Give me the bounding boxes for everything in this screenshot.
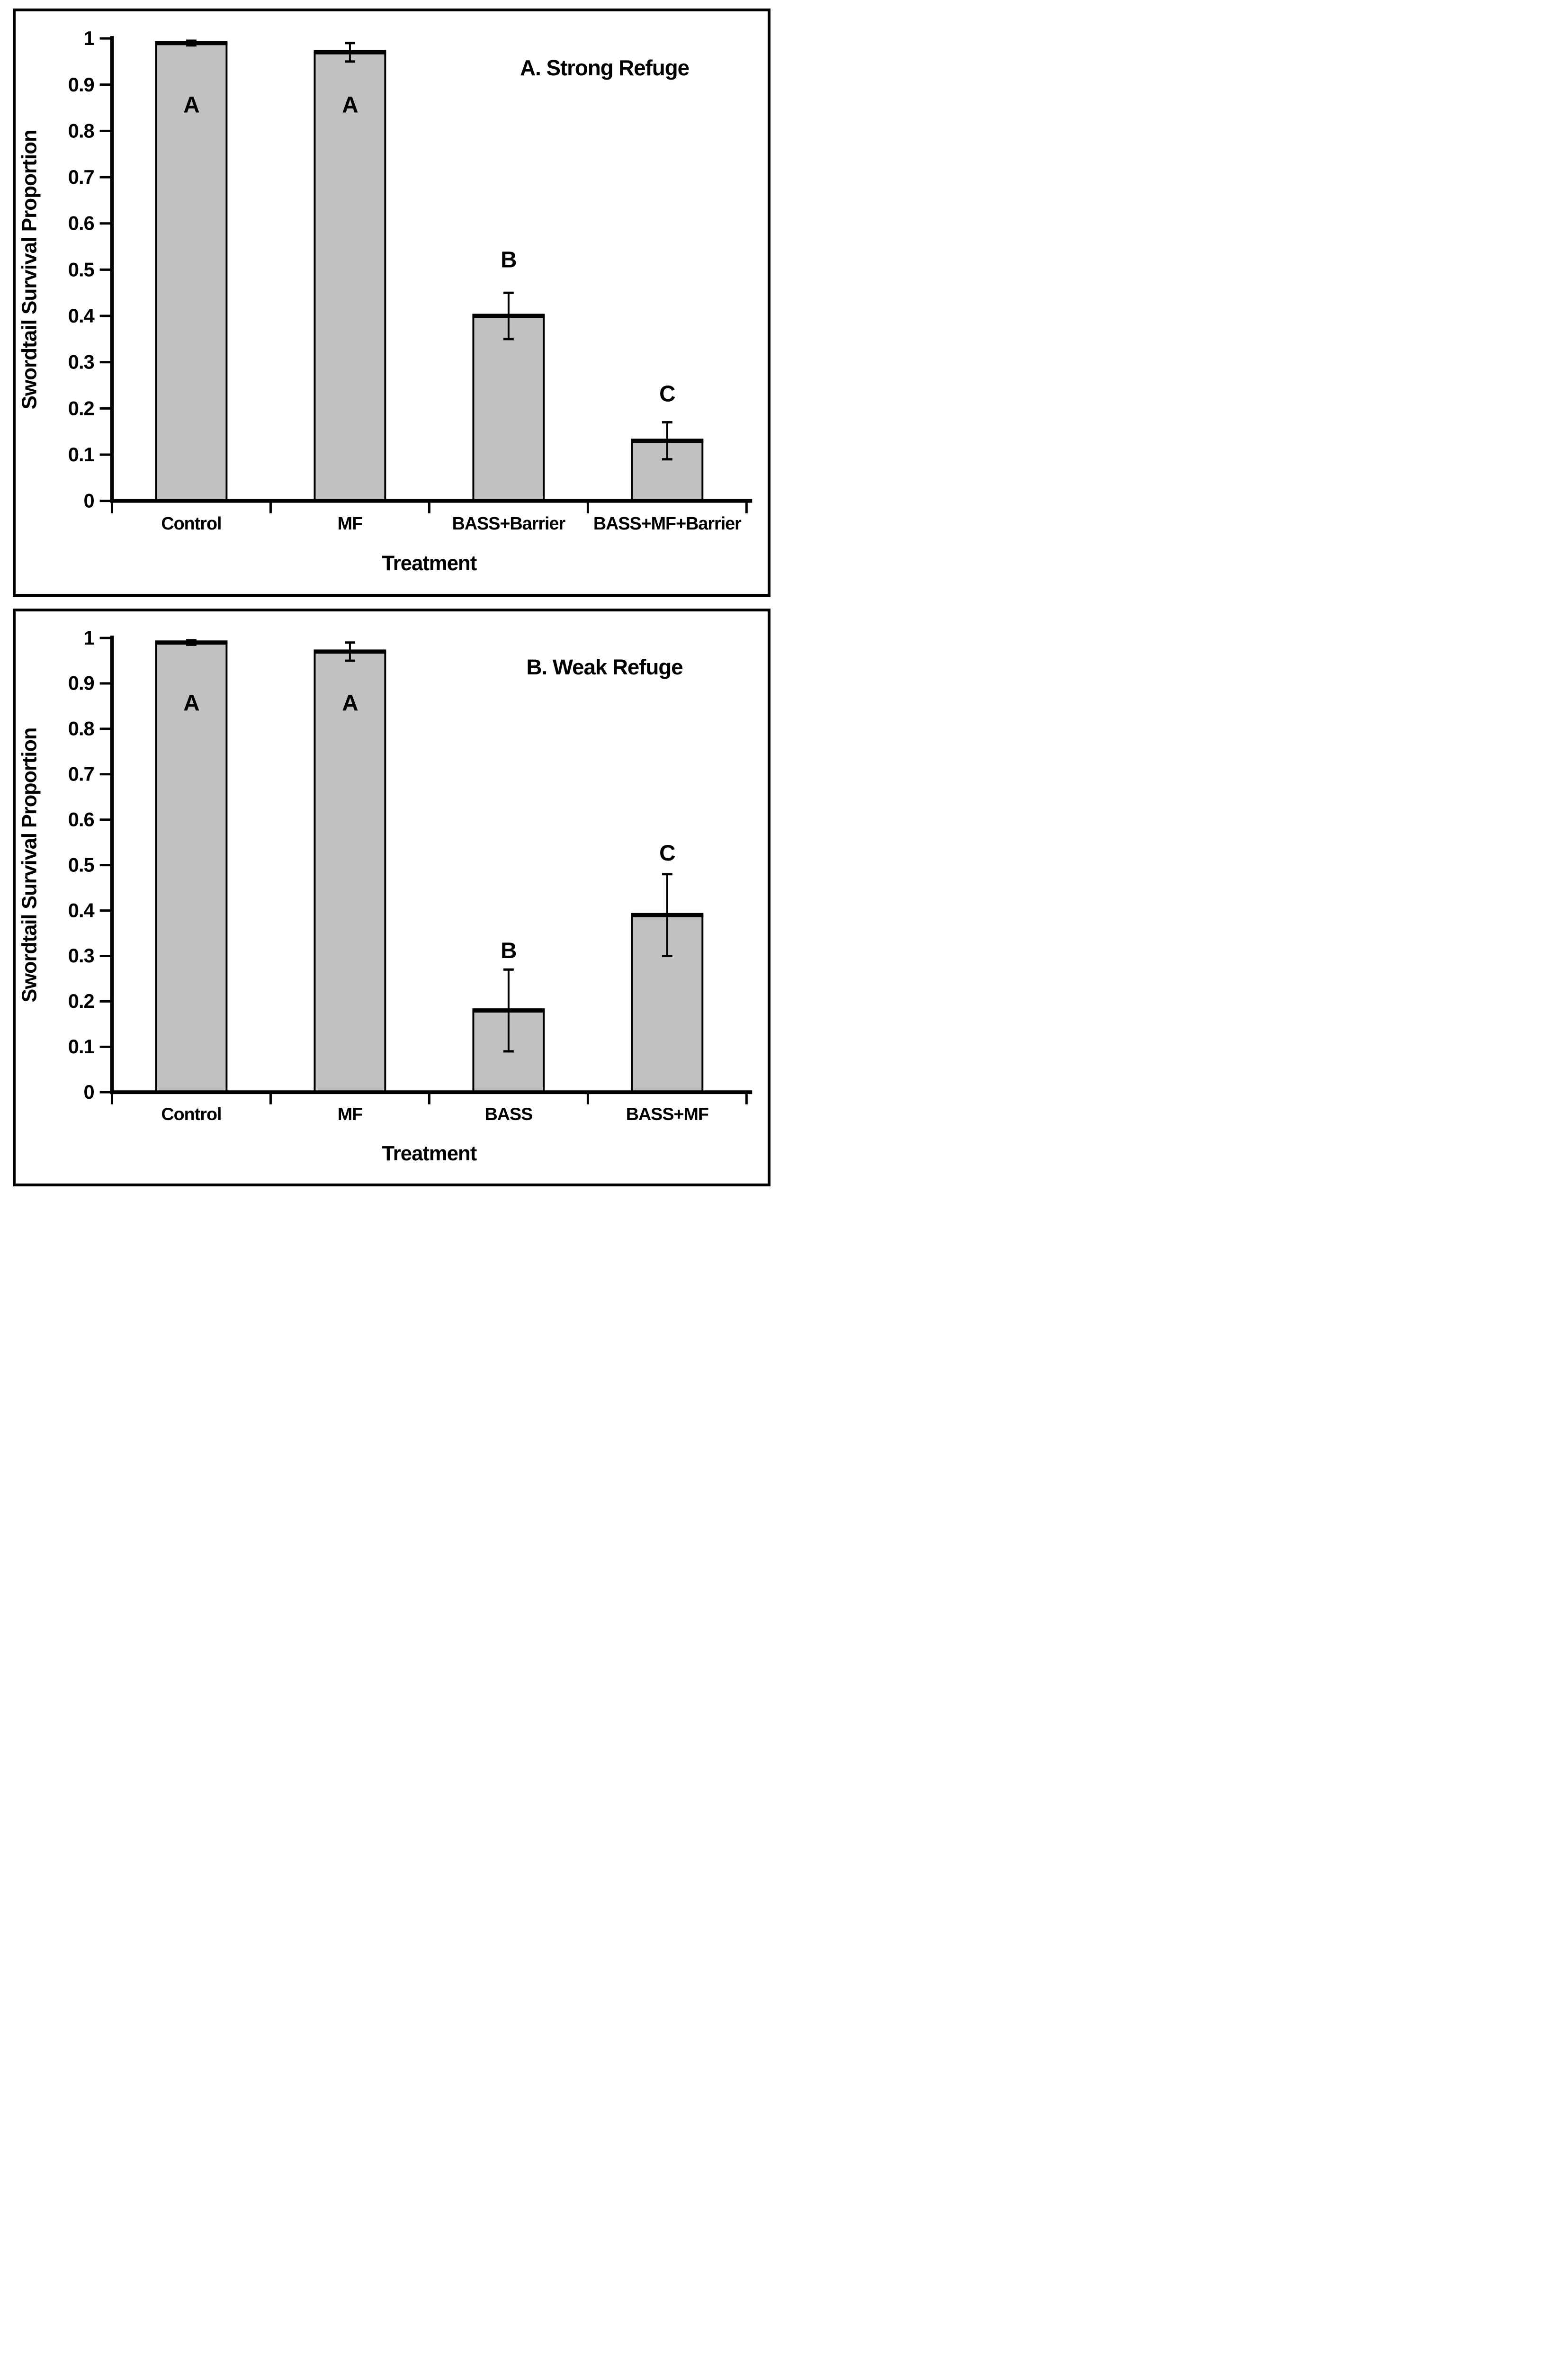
panel-label: A. Strong Refuge bbox=[520, 55, 689, 80]
y-tick-label: 0.3 bbox=[68, 351, 94, 373]
x-category-label: MF bbox=[338, 1104, 363, 1124]
sig-letter: C bbox=[659, 841, 675, 866]
y-tick-label: 0.9 bbox=[68, 73, 94, 96]
y-tick-label: 0.1 bbox=[68, 1035, 94, 1058]
x-category-label: BASS+MF bbox=[626, 1104, 708, 1124]
x-axis-title: Treatment bbox=[382, 1142, 477, 1165]
sig-letter: A bbox=[342, 691, 358, 716]
y-tick-label: 0 bbox=[84, 490, 94, 512]
y-tick-label: 0.5 bbox=[68, 258, 95, 280]
y-tick-label: 0.1 bbox=[68, 443, 95, 466]
y-tick-label: 0.5 bbox=[68, 854, 94, 876]
sig-letter: A bbox=[183, 691, 199, 716]
y-tick-label: 0.4 bbox=[68, 899, 95, 921]
y-tick-label: 0.6 bbox=[68, 808, 94, 831]
bar-MF bbox=[314, 650, 386, 1094]
y-axis-title: Swordtail Survival Proportion bbox=[18, 130, 41, 409]
x-category-label: MF bbox=[338, 514, 362, 534]
sig-letter: B bbox=[501, 247, 516, 272]
figure: 0 0.1 0.2 0.3 0.4 0.5 0.6 0.7 0.8 0.9 1 A Control A MF… bbox=[0, 0, 784, 1195]
y-tick-label: 1 bbox=[84, 27, 95, 49]
x-category-label: Control bbox=[161, 514, 221, 534]
bar-chart-strong-refuge: 0 0.1 0.2 0.3 0.4 0.5 0.6 0.7 0.8 0.9 1 A Control A MF… bbox=[18, 27, 753, 575]
y-tick-label: 1 bbox=[84, 627, 94, 649]
x-category-label: BASS+Barrier bbox=[452, 514, 566, 534]
y-axis-title: Swordtail Survival Proportion bbox=[18, 728, 41, 1003]
sig-letter: A bbox=[342, 92, 358, 117]
y-tick-label: 0.7 bbox=[68, 166, 94, 188]
bar-Control bbox=[155, 42, 228, 502]
x-axis-title: Treatment bbox=[382, 552, 477, 575]
y-tick-label: 0.2 bbox=[68, 397, 94, 419]
y-tick-label: 0.6 bbox=[68, 212, 94, 234]
sig-letter: B bbox=[501, 938, 516, 963]
sig-letter: A bbox=[183, 92, 199, 117]
bar-MF bbox=[314, 51, 386, 502]
x-category-label: BASS bbox=[484, 1104, 532, 1124]
y-tick-label: 0.2 bbox=[68, 990, 94, 1012]
bar-chart-weak-refuge: 0 0.1 0.2 0.3 0.4 0.5 0.6 0.7 0.8 0.9 1 A Control A MF… bbox=[18, 627, 753, 1165]
x-category-label: BASS+MF+Barrier bbox=[593, 514, 742, 534]
y-tick-label: 0.7 bbox=[68, 763, 94, 785]
y-tick-label: 0.4 bbox=[68, 305, 95, 327]
y-tick-label: 0.8 bbox=[68, 119, 94, 142]
y-tick-label: 0.3 bbox=[68, 944, 94, 967]
bar-BASS+Barrier bbox=[472, 315, 545, 502]
y-tick-label: 0 bbox=[84, 1081, 94, 1103]
y-tick-label: 0.9 bbox=[68, 672, 94, 694]
panel-weak-refuge: 0 0.1 0.2 0.3 0.4 0.5 0.6 0.7 0.8 0.9 1 A Control A MF… bbox=[13, 609, 771, 1186]
panel-label: B. Weak Refuge bbox=[527, 655, 683, 679]
y-tick-label: 0.8 bbox=[68, 718, 94, 740]
sig-letter: C bbox=[659, 382, 675, 407]
panel-strong-refuge: 0 0.1 0.2 0.3 0.4 0.5 0.6 0.7 0.8 0.9 1 A Control A MF… bbox=[13, 9, 771, 597]
x-category-label: Control bbox=[161, 1104, 221, 1124]
